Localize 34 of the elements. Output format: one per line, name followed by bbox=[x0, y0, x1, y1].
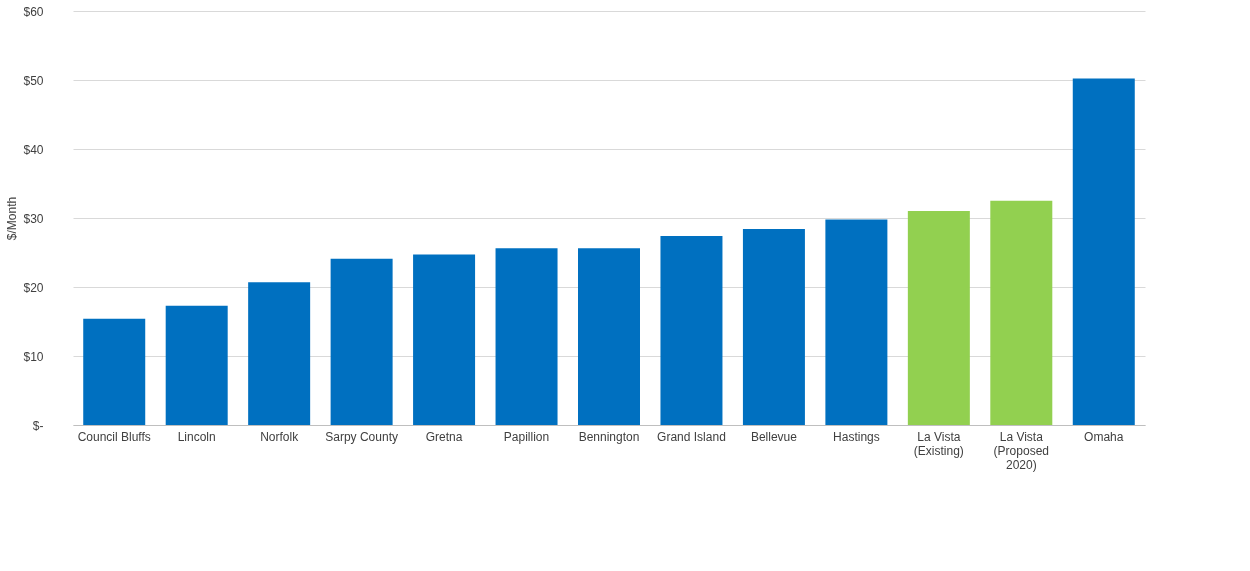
x-tick-label: Lincoln bbox=[177, 429, 216, 444]
bar bbox=[825, 219, 888, 425]
x-tick-label: Bennington bbox=[578, 429, 640, 444]
x-tick-label: Sarpy County bbox=[325, 429, 398, 444]
bar bbox=[413, 254, 476, 425]
y-tick-label: $10 bbox=[23, 349, 44, 364]
bar bbox=[165, 305, 228, 425]
x-tick-label: Omaha bbox=[1084, 429, 1124, 444]
bar bbox=[578, 248, 640, 425]
x-tick-label: Hastings bbox=[833, 429, 880, 444]
y-tick-label: $30 bbox=[23, 211, 44, 226]
y-tick-label: $60 bbox=[23, 4, 44, 19]
x-tick-label: Council Bluffs bbox=[77, 429, 151, 444]
y-tick-label: $50 bbox=[23, 73, 44, 88]
bar bbox=[330, 258, 393, 425]
x-tick-label: Gretna bbox=[425, 429, 463, 444]
x-tick-label: Papillion bbox=[503, 429, 550, 444]
bar bbox=[660, 235, 723, 425]
bar bbox=[83, 318, 146, 425]
y-axis-title: $/Month bbox=[5, 196, 20, 241]
bar bbox=[990, 200, 1053, 425]
x-tick-label: Grand Island bbox=[657, 429, 726, 444]
y-tick-label: $- bbox=[32, 418, 44, 433]
bar bbox=[907, 211, 970, 425]
y-tick-label: $40 bbox=[23, 142, 44, 157]
bar bbox=[495, 248, 558, 425]
x-tick-label: La Vista (Proposed 2020) bbox=[993, 429, 1049, 472]
bar bbox=[742, 229, 805, 425]
y-tick-label: $20 bbox=[23, 280, 44, 295]
bar bbox=[248, 282, 311, 425]
x-tick-label: Norfolk bbox=[260, 429, 300, 444]
x-tick-label: La Vista (Existing) bbox=[913, 429, 964, 458]
x-tick-label: Bellevue bbox=[750, 429, 798, 444]
bar bbox=[1072, 78, 1135, 425]
